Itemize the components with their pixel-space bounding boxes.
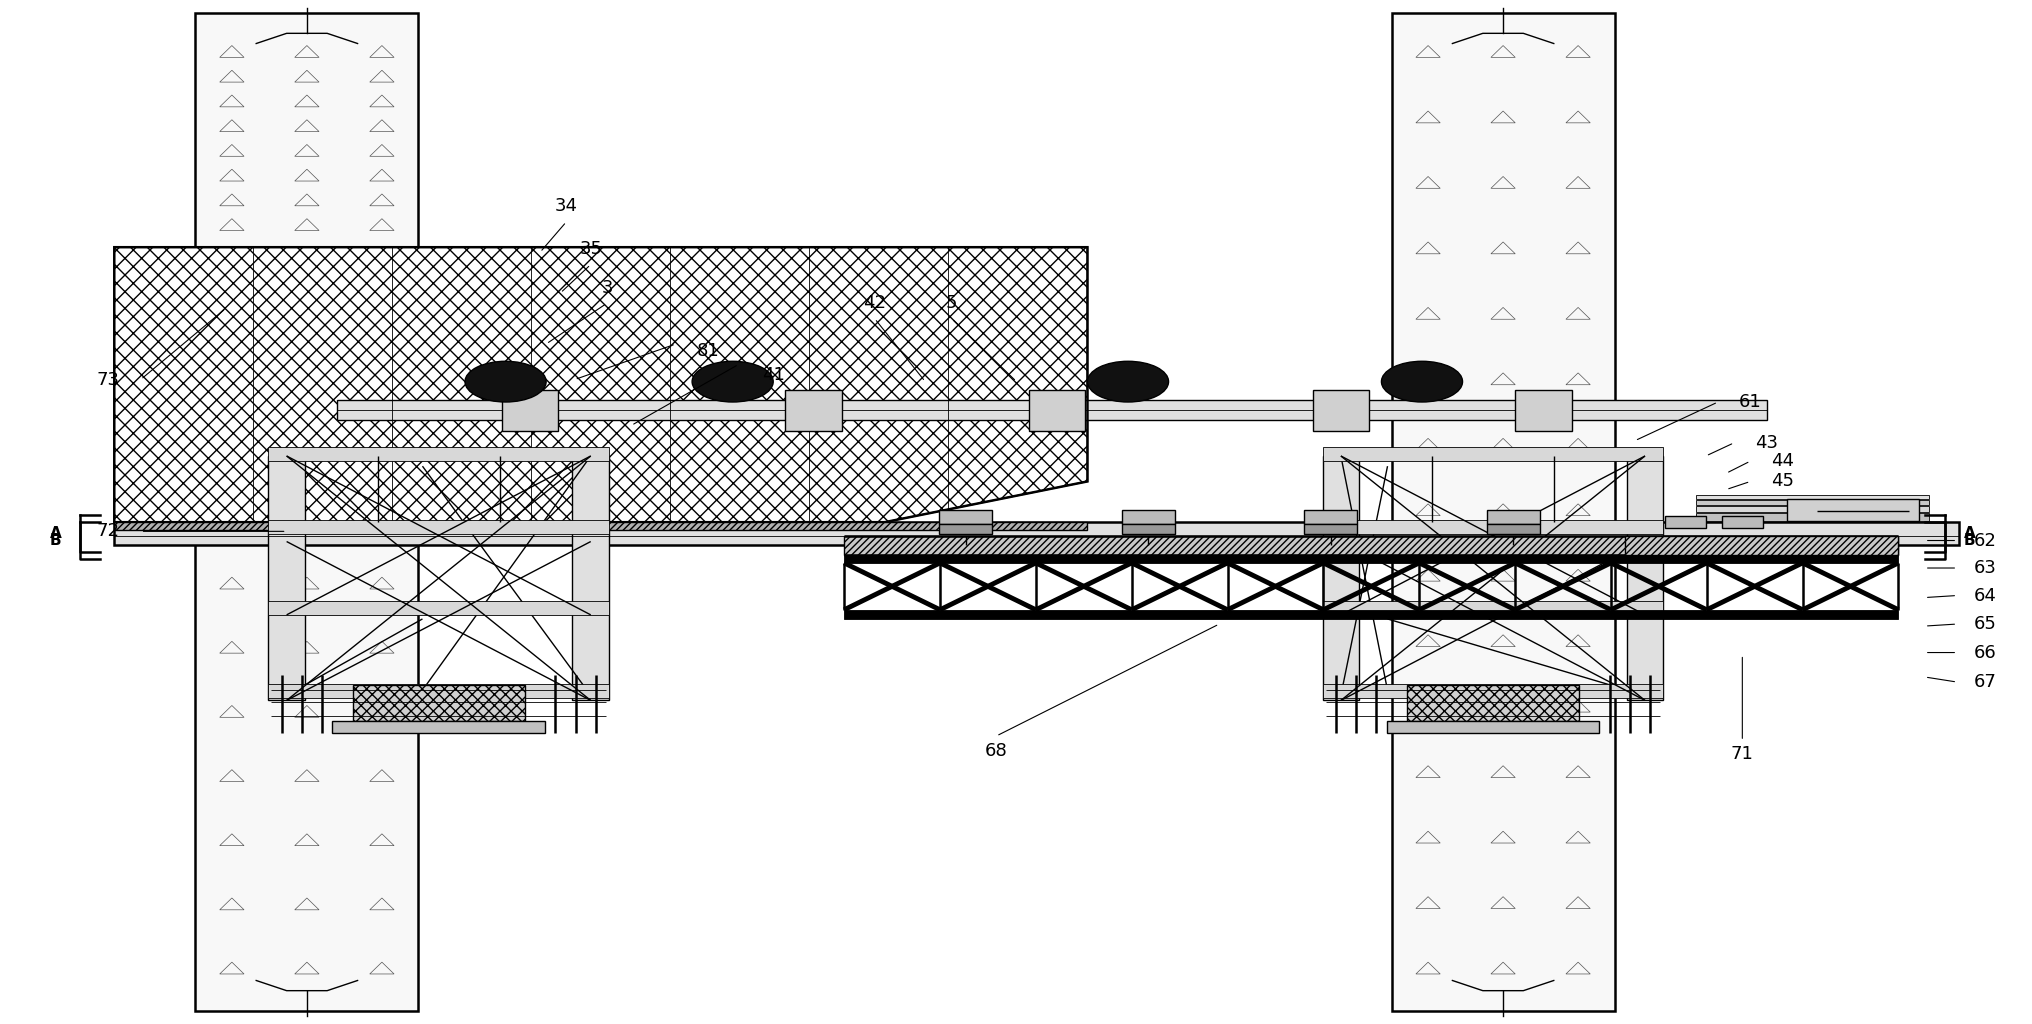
Bar [1695, 513, 1928, 521]
Bar [1323, 520, 1662, 535]
Bar [1485, 524, 1538, 535]
Circle shape [465, 361, 547, 402]
Text: 44: 44 [1770, 452, 1794, 470]
Text: 67: 67 [1973, 673, 1995, 691]
Bar [1485, 510, 1538, 524]
Bar [843, 537, 1898, 555]
Bar [939, 524, 992, 535]
Bar [1028, 390, 1085, 430]
Bar [195, 13, 419, 1011]
Text: B: B [1963, 534, 1975, 548]
Bar [1323, 601, 1662, 614]
Text: 72: 72 [98, 522, 120, 541]
Bar [1386, 721, 1599, 733]
Text: 66: 66 [1973, 643, 1995, 662]
Bar [268, 520, 610, 535]
Bar [1695, 495, 1928, 499]
Text: 35: 35 [579, 241, 601, 258]
Bar [1721, 516, 1762, 528]
Bar [337, 400, 1766, 420]
Text: A: A [49, 526, 61, 541]
Bar [1695, 506, 1928, 512]
Bar [1664, 516, 1705, 528]
Bar [268, 456, 305, 700]
Bar [1323, 446, 1662, 461]
Bar [268, 446, 610, 461]
Bar [1514, 390, 1571, 430]
Text: 63: 63 [1973, 559, 1995, 577]
Bar [268, 601, 610, 614]
Bar [843, 609, 1898, 618]
Bar [114, 522, 1959, 545]
Bar [1695, 500, 1928, 505]
Bar [1786, 499, 1918, 521]
Text: 64: 64 [1973, 587, 1995, 604]
Text: 81: 81 [697, 342, 719, 360]
Bar [1323, 684, 1662, 698]
Bar [268, 684, 610, 698]
Bar [1626, 456, 1662, 700]
Polygon shape [114, 247, 1087, 522]
Bar [1406, 685, 1579, 721]
Bar [331, 721, 545, 733]
Bar [1305, 510, 1357, 524]
Bar [1323, 456, 1359, 700]
Bar [843, 555, 1898, 563]
Text: 34: 34 [555, 198, 577, 215]
Text: 43: 43 [1754, 434, 1778, 452]
Bar [1313, 390, 1370, 430]
Text: 73: 73 [98, 371, 120, 388]
Text: 68: 68 [983, 742, 1008, 761]
Bar [939, 510, 992, 524]
Text: 41: 41 [762, 366, 784, 384]
Bar [1305, 524, 1357, 535]
Text: A: A [1963, 526, 1975, 541]
Bar [1390, 13, 1613, 1011]
Text: 71: 71 [1729, 745, 1754, 763]
Bar [1122, 510, 1174, 524]
Text: B: B [49, 534, 61, 548]
Bar [573, 456, 610, 700]
Text: 62: 62 [1973, 531, 1995, 550]
Circle shape [1382, 361, 1461, 402]
Text: 61: 61 [1737, 393, 1762, 411]
Text: 45: 45 [1770, 472, 1794, 490]
Text: 65: 65 [1973, 615, 1995, 633]
Bar [784, 390, 841, 430]
Circle shape [1087, 361, 1168, 402]
Circle shape [691, 361, 772, 402]
Bar [502, 390, 559, 430]
Bar [1122, 524, 1174, 535]
Text: 42: 42 [864, 294, 886, 312]
Bar [352, 685, 524, 721]
Text: 3: 3 [601, 279, 612, 297]
Text: 5: 5 [945, 294, 957, 312]
Bar [1624, 537, 1898, 555]
Bar [114, 522, 1087, 530]
